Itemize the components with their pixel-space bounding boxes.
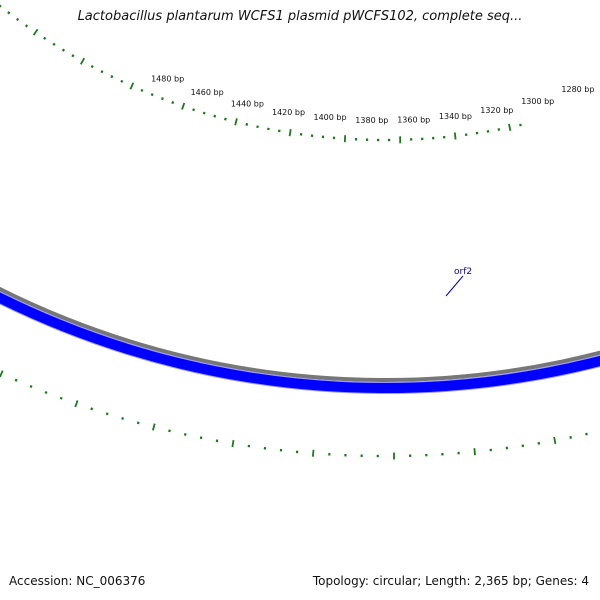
tick-label-1340: 1340 bp — [439, 112, 472, 121]
tick-label-1480: 1480 bp — [151, 74, 184, 83]
outer-tick-minor — [519, 123, 522, 127]
outer-tick-minor — [52, 42, 56, 46]
inner-tick-minor — [168, 429, 171, 433]
outer-tick-minor — [171, 100, 175, 105]
outer-tick-minor — [245, 122, 249, 126]
outer-tick-minor — [100, 70, 104, 74]
outer-tick-minor — [224, 117, 227, 121]
outer-tick-minor — [160, 97, 164, 101]
outer-tick-minor — [61, 48, 66, 52]
outer-tick-minor — [7, 11, 11, 15]
map-summary: Topology: circular; Length: 2,365 bp; Ge… — [312, 574, 589, 588]
outer-tick-minor — [90, 64, 94, 69]
inner-tick-major — [74, 400, 79, 408]
inner-tick-major — [231, 439, 235, 448]
gene-orf2[interactable] — [0, 292, 600, 394]
inner-tick-minor — [105, 412, 109, 416]
outer-tick-minor — [497, 128, 501, 131]
tick-label-1380: 1380 bp — [355, 116, 388, 125]
inner-tick-minor — [569, 435, 572, 439]
sequence-backbone — [0, 286, 600, 382]
outer-tick-minor — [256, 125, 259, 129]
tick-label-1460: 1460 bp — [191, 88, 224, 97]
inner-tick-minor — [90, 407, 94, 411]
map-title: Lactobacillus plantarum WCFS1 plasmid pW… — [77, 9, 523, 24]
inner-tick-minor — [14, 378, 18, 382]
outer-tick-minor — [24, 24, 29, 28]
accession-label: Accession: NC_006376 — [9, 574, 146, 588]
tick-label-1320: 1320 bp — [480, 106, 513, 115]
tick-label-1360: 1360 bp — [397, 115, 430, 124]
inner-tick-minor — [585, 432, 588, 436]
outer-tick-minor — [140, 88, 144, 92]
outer-tick-major — [453, 132, 457, 140]
outer-tick-major — [234, 118, 238, 126]
outer-tick-minor — [120, 79, 124, 83]
gene-orf2-label[interactable]: orf2 — [454, 267, 472, 277]
outer-tick-major — [181, 102, 186, 110]
outer-tick-major — [129, 82, 135, 90]
inner-tick-minor — [44, 390, 48, 395]
inner-tick-major — [553, 436, 557, 445]
inner-tick-minor — [136, 421, 140, 425]
tick-label-1300: 1300 bp — [521, 97, 554, 106]
tick-label-1420: 1420 bp — [272, 108, 305, 117]
inner-tick-minor — [59, 396, 63, 400]
outer-tick-major — [288, 129, 292, 137]
inner-tick-minor — [183, 433, 187, 436]
outer-tick-ring — [0, 4, 522, 144]
outer-tick-major — [80, 57, 85, 65]
tick-label-1400: 1400 bp — [314, 113, 347, 122]
outer-tick-minor — [202, 111, 206, 115]
outer-tick-minor — [150, 93, 154, 97]
outer-tick-minor — [0, 4, 2, 8]
tick-labels: 1480 bp 1460 bp 1440 bp 1420 bp 1400 bp 1380 … — [151, 74, 594, 125]
inner-tick-minor — [121, 417, 124, 420]
outer-tick-minor — [43, 36, 47, 40]
outer-tick-major — [508, 123, 512, 131]
inner-tick-major — [473, 448, 476, 456]
inner-tick-major — [0, 370, 4, 378]
inner-tick-major — [312, 449, 315, 457]
tick-label-1440: 1440 bp — [231, 99, 264, 108]
outer-tick-minor — [192, 108, 196, 112]
inner-tick-ring — [0, 370, 588, 460]
tick-label-1280: 1280 bp — [561, 85, 594, 94]
inner-tick-minor — [29, 384, 33, 389]
outer-tick-minor — [213, 114, 217, 118]
inner-tick-major — [152, 423, 156, 431]
outer-tick-minor — [16, 17, 20, 22]
outer-tick-minor — [110, 75, 114, 79]
outer-tick-major — [32, 28, 39, 36]
outer-tick-minor — [71, 54, 75, 58]
gene-orf2-leader-line — [445, 275, 464, 297]
